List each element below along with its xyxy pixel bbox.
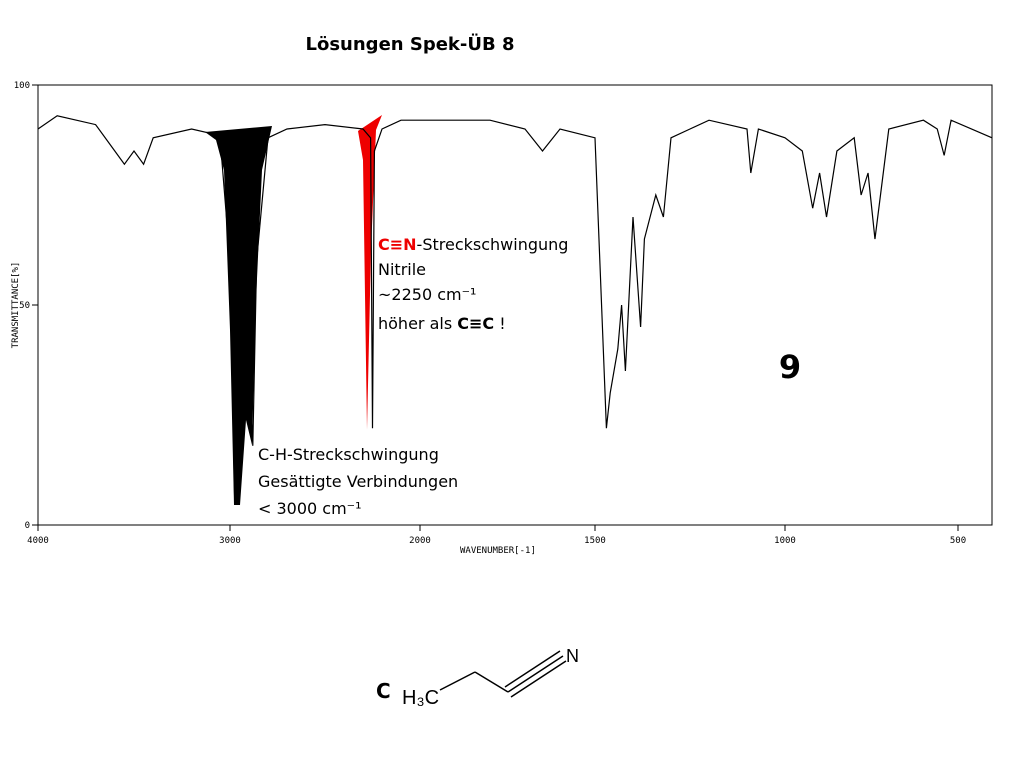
x-tick-label: 4000 <box>27 536 49 546</box>
nitrile-last-bold: C≡C <box>457 314 494 333</box>
nitrile-line: Nitrile <box>378 260 426 279</box>
bond <box>439 671 476 691</box>
y-tick-label: 50 <box>19 301 30 311</box>
ch-shading <box>205 126 272 505</box>
ch-line: < 3000 cm⁻¹ <box>258 499 362 518</box>
y-tick-label: 0 <box>25 521 30 531</box>
y-tick-label: 100 <box>14 81 30 91</box>
slide-title: Lösungen Spek-ÜB 8 <box>306 33 515 55</box>
x-tick-label: 2000 <box>409 536 431 546</box>
bond <box>474 671 509 693</box>
ch-line: Gesättigte Verbindungen <box>258 472 458 491</box>
nitrile-last-end: ! <box>494 314 506 333</box>
nitrile-annotation: C≡N-Streckschwingung <box>378 235 568 254</box>
x-tick-label: 1500 <box>584 536 606 546</box>
bond <box>504 650 561 688</box>
cn-shading <box>358 115 382 430</box>
x-tick-label: 500 <box>950 536 966 546</box>
spectrum-line <box>37 115 993 504</box>
nitrile-line: ~2250 cm⁻¹ <box>378 285 476 304</box>
x-tick-label: 3000 <box>219 536 241 546</box>
nitrile-last: höher als C≡C ! <box>378 314 506 333</box>
molecule <box>439 650 567 698</box>
bond <box>507 655 564 693</box>
nitrile-highlight: C≡N <box>378 235 417 254</box>
spectrum-number: 9 <box>779 348 801 386</box>
nitrile-text: -Streckschwingung <box>417 235 569 254</box>
atom-label: H₃C <box>402 687 439 709</box>
y-axis-label: TRANSMITTANCE[%] <box>11 262 21 349</box>
molecule-letter: C <box>376 679 391 703</box>
x-axis-label: WAVENUMBER[-1] <box>460 546 536 556</box>
plot-frame <box>37 84 993 526</box>
atom-label: N <box>566 646 579 666</box>
bond <box>510 660 567 698</box>
nitrile-last-text: höher als <box>378 314 457 333</box>
ch-line: C-H-Streckschwingung <box>258 445 439 464</box>
x-tick-label: 1000 <box>774 536 796 546</box>
